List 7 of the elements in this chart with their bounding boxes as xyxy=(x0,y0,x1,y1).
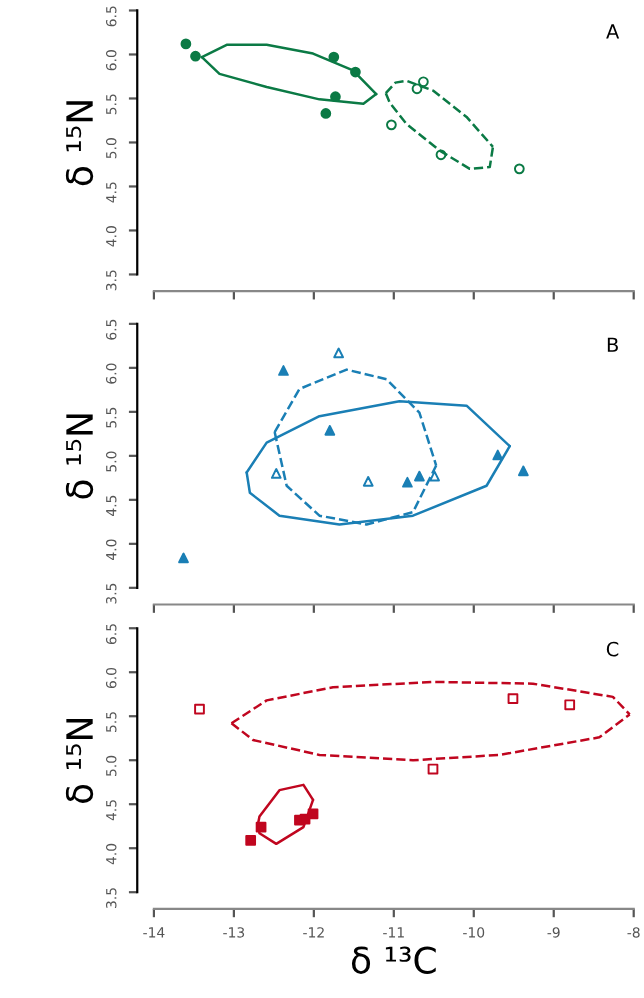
y-axis-title: δ ¹⁵N xyxy=(65,414,94,499)
x-axis-title: δ ¹³C xyxy=(351,946,436,974)
annotation: C xyxy=(606,641,619,657)
annotation: A xyxy=(606,24,620,39)
annotation: B xyxy=(607,337,618,352)
y-axis-title: δ ¹⁵N xyxy=(65,101,94,186)
y-axis-title: δ ¹⁵N xyxy=(65,719,94,804)
